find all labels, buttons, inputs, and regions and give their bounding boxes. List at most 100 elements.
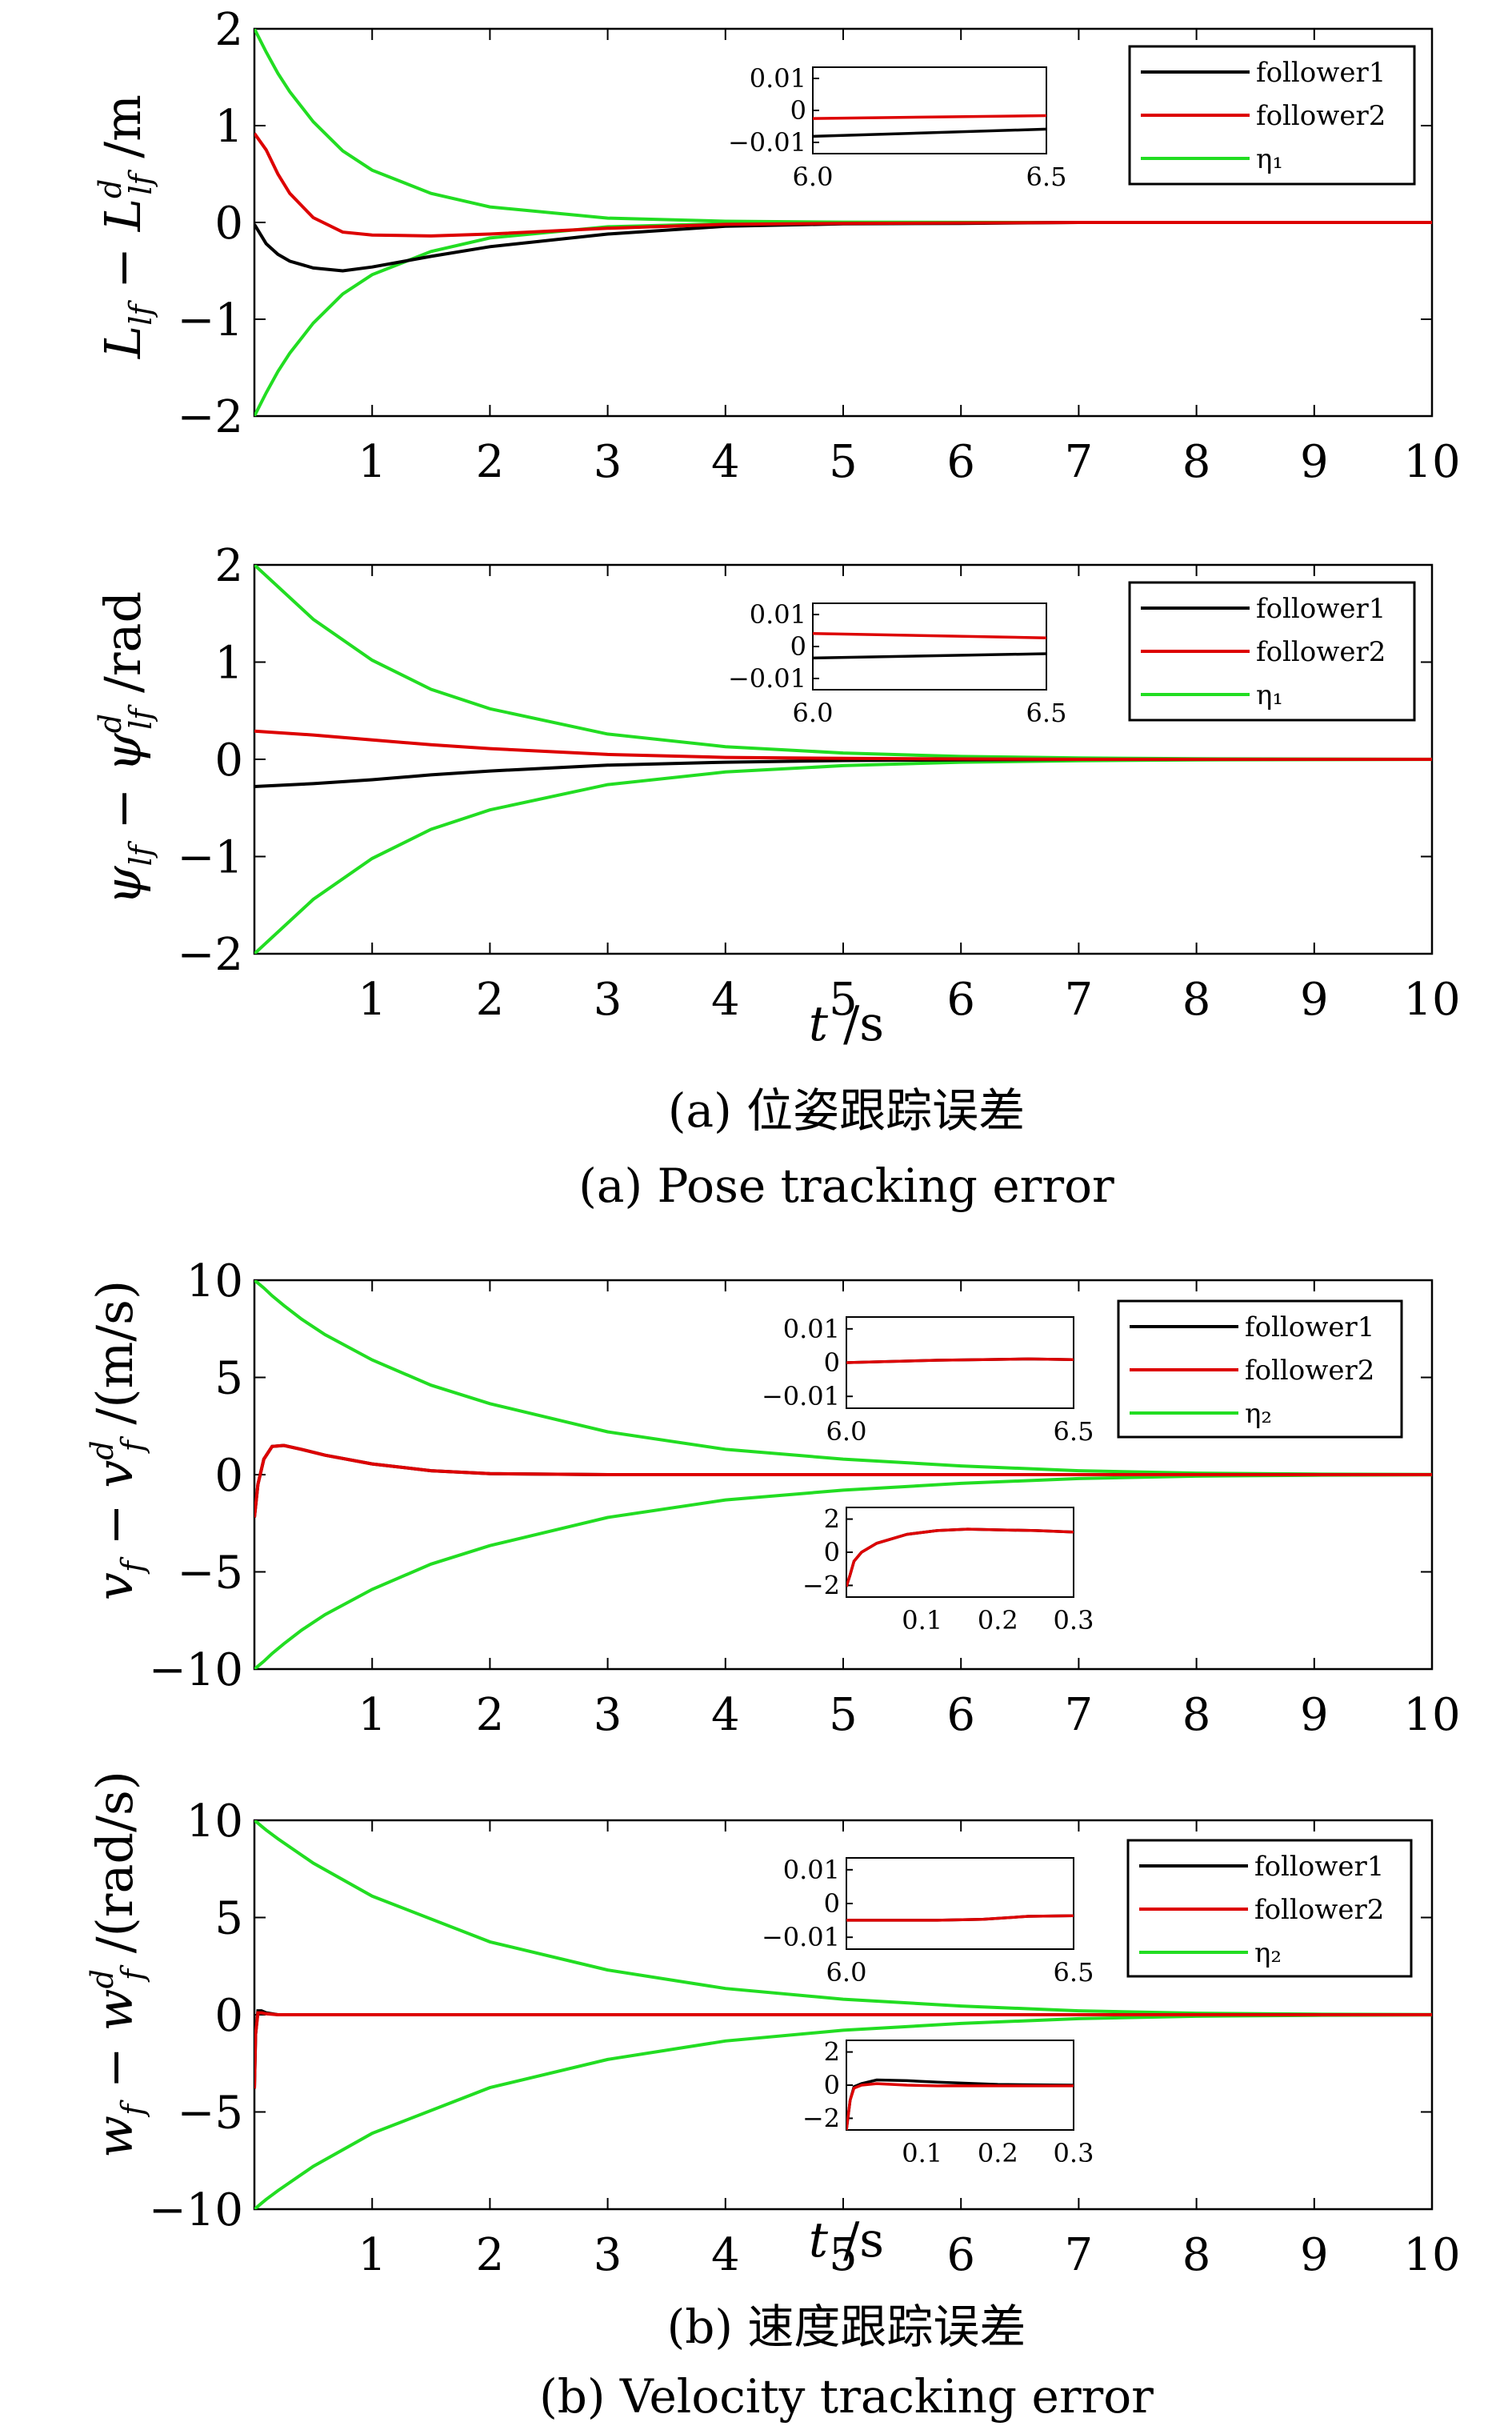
x-tick-label: 4 (711, 1689, 740, 1741)
legend: follower1 follower2 η₂ (1117, 1299, 1403, 1439)
panel4-inset-xtick-label: 6.5 (1054, 1957, 1094, 1988)
panel4-inset2-series-follower2 (846, 2082, 1074, 2130)
legend-label: follower1 (1245, 1311, 1374, 1343)
legend-label: η₁ (1256, 143, 1283, 175)
panel4-xlabel: t /s (809, 2212, 884, 2268)
series-η₁-line (254, 221, 1432, 416)
panel2-inset-xtick-label: 6.0 (793, 698, 834, 728)
x-tick-label: 2 (476, 436, 505, 488)
x-tick-label: 10 (1403, 1689, 1460, 1741)
y-tick-label: −1 (177, 294, 243, 346)
panel4-ylabel: wf − wdf /(rad/s) (85, 1771, 150, 2158)
x-tick-label: 3 (594, 974, 622, 1026)
panel2-xlabel: t /s (809, 996, 884, 1052)
x-tick-label: 10 (1403, 974, 1460, 1026)
panel4-inset-series-follower2 (846, 1914, 1074, 1922)
panel4-inset-ytick-label: 0 (824, 1888, 840, 1919)
y-tick-label: 1 (214, 638, 243, 690)
x-tick-label: 9 (1300, 1689, 1329, 1741)
legend-label: follower1 (1254, 1851, 1384, 1883)
y-tick-label: −10 (149, 2184, 243, 2236)
panel2-ylabel: ψlf − ψdlf /rad (93, 591, 158, 905)
panel3-inset2-xtick-label: 0.2 (978, 1605, 1018, 1635)
x-tick-label: 7 (1065, 974, 1094, 1026)
x-tick-label: 10 (1403, 2229, 1460, 2281)
panel3-inset2-xtick-label: 0.3 (1054, 1605, 1094, 1635)
y-tick-label: 10 (186, 1255, 243, 1307)
x-tick-label: 8 (1182, 1689, 1211, 1741)
y-tick-label: 5 (214, 1893, 243, 1945)
y-tick-label: 5 (214, 1353, 243, 1405)
legend: follower1 follower2 η₁ (1128, 45, 1416, 186)
panel4-inset2-xtick-label: 0.3 (1054, 2138, 1094, 2168)
x-tick-label: 8 (1182, 436, 1211, 488)
x-tick-label: 1 (358, 2229, 386, 2281)
caption-b-en: (b) Velocity tracking error (539, 2369, 1154, 2424)
y-tick-label: −2 (177, 929, 243, 981)
panel2-inset-ytick-label: 0 (790, 631, 806, 662)
y-tick-label: 1 (214, 101, 243, 153)
series-follower1-line (254, 221, 1432, 273)
panel1-inset-group: 0.010−0.01 6.0 6.5 (728, 63, 1067, 192)
x-tick-label: 6 (946, 1689, 975, 1741)
x-tick-label: 9 (1300, 2229, 1329, 2281)
panel3-inset-series-follower2 (846, 1357, 1074, 1364)
legend-label: follower1 (1256, 57, 1386, 89)
x-tick-label: 1 (358, 974, 386, 1026)
panel1-ylabel: Llf − Ldlf /m (93, 94, 158, 359)
series-η₂-line (254, 1820, 1432, 2016)
panel4-inset2-xtick-label: 0.2 (978, 2138, 1018, 2168)
series-η₂-line (254, 1280, 1432, 1476)
x-tick-label: 2 (476, 2229, 505, 2281)
x-tick-label: 9 (1300, 436, 1329, 488)
x-tick-label: 9 (1300, 974, 1329, 1026)
y-tick-label: 0 (214, 735, 243, 787)
panel2-inset-series-follower1 (813, 652, 1046, 660)
series-follower2-line (254, 729, 1432, 761)
panel1-inset-xtick-label: 6.5 (1026, 162, 1067, 192)
legend-label: follower2 (1256, 636, 1386, 668)
legend-label: follower2 (1256, 100, 1386, 132)
panel1-inset-ytick-label: 0 (790, 95, 806, 126)
panel3-inset2-ytick-label: 2 (824, 1504, 840, 1535)
panel4-inset-group: 0.010−0.01 6.0 6.5 (762, 1855, 1094, 1988)
x-tick-label: 8 (1182, 974, 1211, 1026)
panel1-inset-ytick-label: −0.01 (728, 127, 806, 158)
panel3-inset2-group: 20−2 0.1 0.2 0.3 (802, 1504, 1094, 1635)
y-tick-label: 2 (214, 540, 243, 592)
panel2-inset-frame (812, 602, 1047, 691)
y-tick-label: −5 (177, 2088, 243, 2140)
y-tick-label: −1 (177, 832, 243, 884)
caption-b-cn: (b) 速度跟踪误差 (667, 2300, 1026, 2354)
x-tick-label: 1 (358, 436, 386, 488)
panel3-inset-xtick-label: 6.0 (826, 1416, 867, 1447)
panel4-inset2-group: 20−2 0.1 0.2 0.3 (802, 2037, 1094, 2168)
series-η₁-line (254, 758, 1432, 954)
caption-a-en: (a) Pose tracking error (578, 1159, 1114, 1213)
series-follower2-line (254, 2011, 1432, 2089)
panel1-inset-series-follower1 (813, 127, 1046, 138)
legend: follower1 follower2 η₁ (1128, 581, 1416, 722)
y-tick-label: −2 (177, 391, 243, 443)
panel4-inset-xtick-label: 6.0 (826, 1957, 867, 1988)
x-tick-label: 4 (711, 2229, 740, 2281)
panel3-inset-ytick-label: 0 (824, 1347, 840, 1378)
series-follower1-line (254, 758, 1432, 788)
panel2-inset-ytick-label: −0.01 (728, 663, 806, 694)
y-tick-label: −10 (149, 1644, 243, 1696)
panel4-inset-ytick-label: 0.01 (783, 1855, 840, 1885)
x-tick-label: 5 (829, 2229, 858, 2281)
x-tick-label: 8 (1182, 2229, 1211, 2281)
legend-label: η₂ (1245, 1398, 1272, 1430)
series-follower2-line (254, 1443, 1432, 1518)
x-tick-label: 6 (946, 974, 975, 1026)
legend-label: η₂ (1254, 1937, 1282, 1969)
x-tick-label: 3 (594, 436, 622, 488)
legend-label: η₁ (1256, 679, 1283, 711)
series-follower1-line (254, 1443, 1432, 1518)
y-tick-label: 0 (214, 198, 243, 250)
x-tick-label: 10 (1403, 436, 1460, 488)
